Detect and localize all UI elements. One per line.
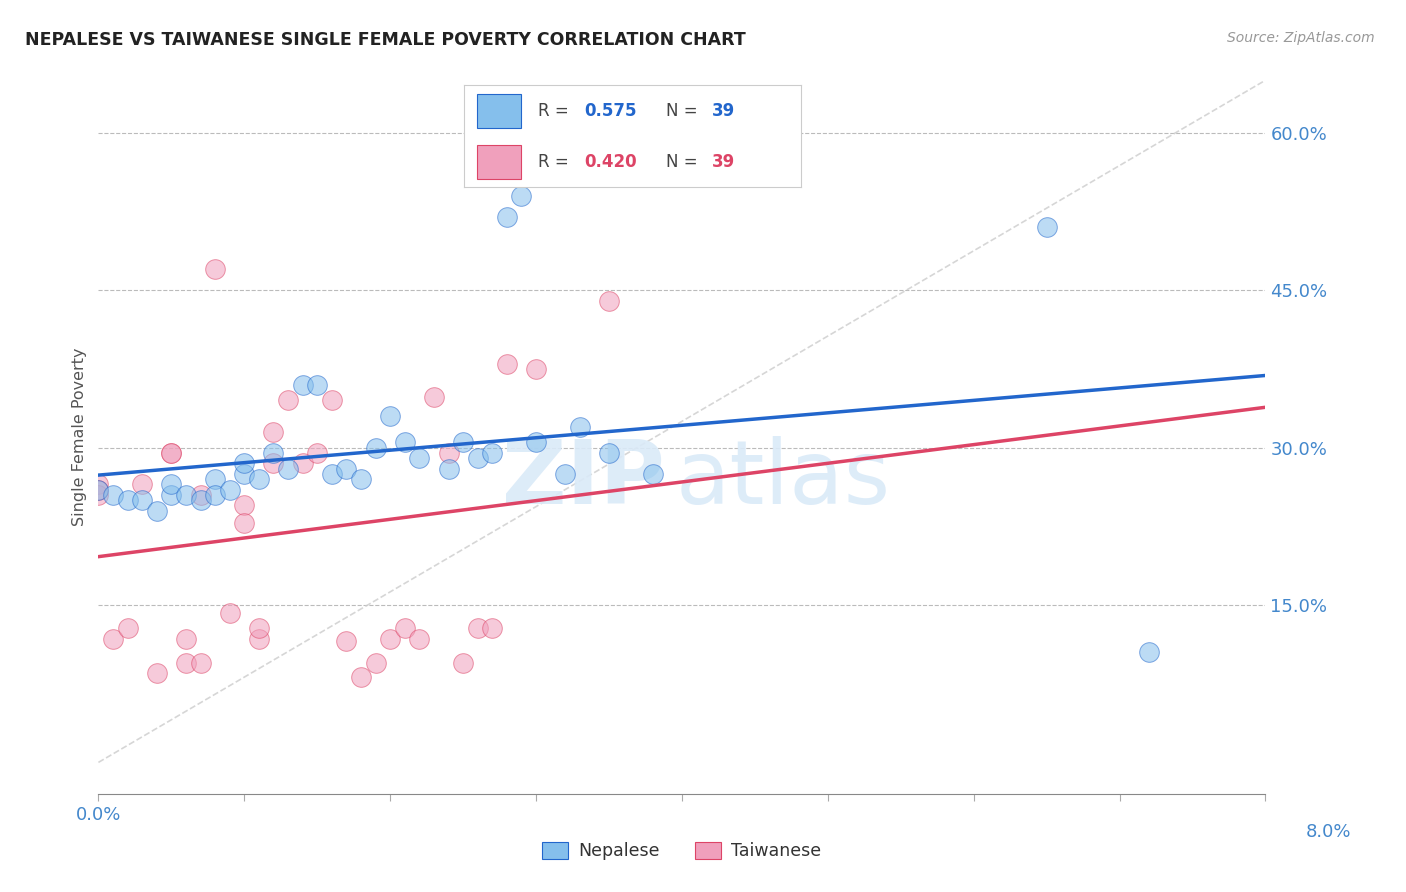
Point bbox=[204, 472, 226, 486]
Point bbox=[394, 621, 416, 635]
Point bbox=[467, 451, 489, 466]
Text: NEPALESE VS TAIWANESE SINGLE FEMALE POVERTY CORRELATION CHART: NEPALESE VS TAIWANESE SINGLE FEMALE POVE… bbox=[25, 31, 747, 49]
Point bbox=[262, 456, 284, 470]
Text: R =: R = bbox=[538, 102, 574, 120]
Text: 39: 39 bbox=[711, 153, 735, 171]
Point bbox=[277, 393, 299, 408]
Point bbox=[408, 632, 430, 646]
Point bbox=[408, 451, 430, 466]
Point bbox=[277, 461, 299, 475]
Point bbox=[174, 632, 197, 646]
Point bbox=[160, 488, 183, 502]
Point bbox=[496, 357, 519, 371]
Text: Source: ZipAtlas.com: Source: ZipAtlas.com bbox=[1227, 31, 1375, 45]
Point bbox=[131, 493, 153, 508]
Text: N =: N = bbox=[666, 153, 703, 171]
Point bbox=[218, 607, 240, 621]
Point bbox=[568, 419, 591, 434]
Point bbox=[510, 188, 533, 202]
Point bbox=[423, 390, 446, 404]
Point bbox=[247, 621, 270, 635]
Point bbox=[467, 621, 489, 635]
Text: 0.420: 0.420 bbox=[583, 153, 637, 171]
Point bbox=[291, 456, 314, 470]
Text: 0.575: 0.575 bbox=[583, 102, 637, 120]
Text: R =: R = bbox=[538, 153, 574, 171]
Point bbox=[451, 435, 474, 450]
Point bbox=[1137, 645, 1160, 659]
Text: N =: N = bbox=[666, 102, 703, 120]
Point bbox=[437, 446, 460, 460]
Point bbox=[204, 262, 226, 277]
Point bbox=[131, 477, 153, 491]
Point bbox=[394, 435, 416, 450]
Point bbox=[554, 467, 576, 481]
Point bbox=[350, 472, 373, 486]
Point bbox=[364, 441, 387, 455]
Point bbox=[117, 621, 139, 635]
Point bbox=[233, 498, 256, 512]
Point bbox=[174, 656, 197, 670]
Point bbox=[524, 362, 547, 376]
Point bbox=[190, 488, 212, 502]
Point bbox=[1035, 220, 1057, 235]
Point bbox=[291, 377, 314, 392]
Text: 39: 39 bbox=[711, 102, 735, 120]
Point bbox=[437, 461, 460, 475]
Point bbox=[204, 488, 226, 502]
Point bbox=[481, 446, 503, 460]
Point bbox=[233, 516, 256, 530]
Point bbox=[174, 488, 197, 502]
Point bbox=[321, 393, 343, 408]
Bar bbox=[478, 94, 522, 128]
Point bbox=[262, 425, 284, 439]
Point bbox=[233, 467, 256, 481]
Point bbox=[496, 210, 519, 224]
Point bbox=[335, 633, 357, 648]
Point bbox=[160, 446, 183, 460]
Point bbox=[117, 493, 139, 508]
Point bbox=[378, 409, 402, 423]
Legend: Nepalese, Taiwanese: Nepalese, Taiwanese bbox=[536, 835, 828, 867]
Point bbox=[87, 483, 110, 497]
Point bbox=[218, 483, 240, 497]
Point bbox=[481, 621, 503, 635]
Point bbox=[247, 632, 270, 646]
Point bbox=[307, 377, 329, 392]
Point bbox=[87, 477, 110, 491]
Point bbox=[524, 435, 547, 450]
Point bbox=[233, 456, 256, 470]
Point bbox=[87, 488, 110, 502]
Point bbox=[335, 461, 357, 475]
Point bbox=[364, 656, 387, 670]
Point bbox=[101, 488, 124, 502]
Point bbox=[307, 446, 329, 460]
Point bbox=[146, 666, 169, 681]
Bar bbox=[478, 145, 522, 179]
Point bbox=[160, 446, 183, 460]
Point bbox=[190, 493, 212, 508]
Point bbox=[350, 670, 373, 684]
Point bbox=[262, 446, 284, 460]
Point bbox=[160, 477, 183, 491]
Text: ZIP: ZIP bbox=[502, 436, 665, 524]
Point bbox=[598, 293, 620, 308]
Y-axis label: Single Female Poverty: Single Female Poverty bbox=[72, 348, 87, 526]
Point bbox=[378, 632, 402, 646]
Point bbox=[451, 656, 474, 670]
Text: atlas: atlas bbox=[676, 436, 891, 524]
Point bbox=[146, 503, 169, 517]
Point bbox=[247, 472, 270, 486]
Point bbox=[101, 632, 124, 646]
Point bbox=[321, 467, 343, 481]
Text: 8.0%: 8.0% bbox=[1306, 823, 1351, 841]
Point bbox=[190, 656, 212, 670]
Point bbox=[87, 483, 110, 497]
Point bbox=[598, 446, 620, 460]
Point bbox=[641, 467, 664, 481]
